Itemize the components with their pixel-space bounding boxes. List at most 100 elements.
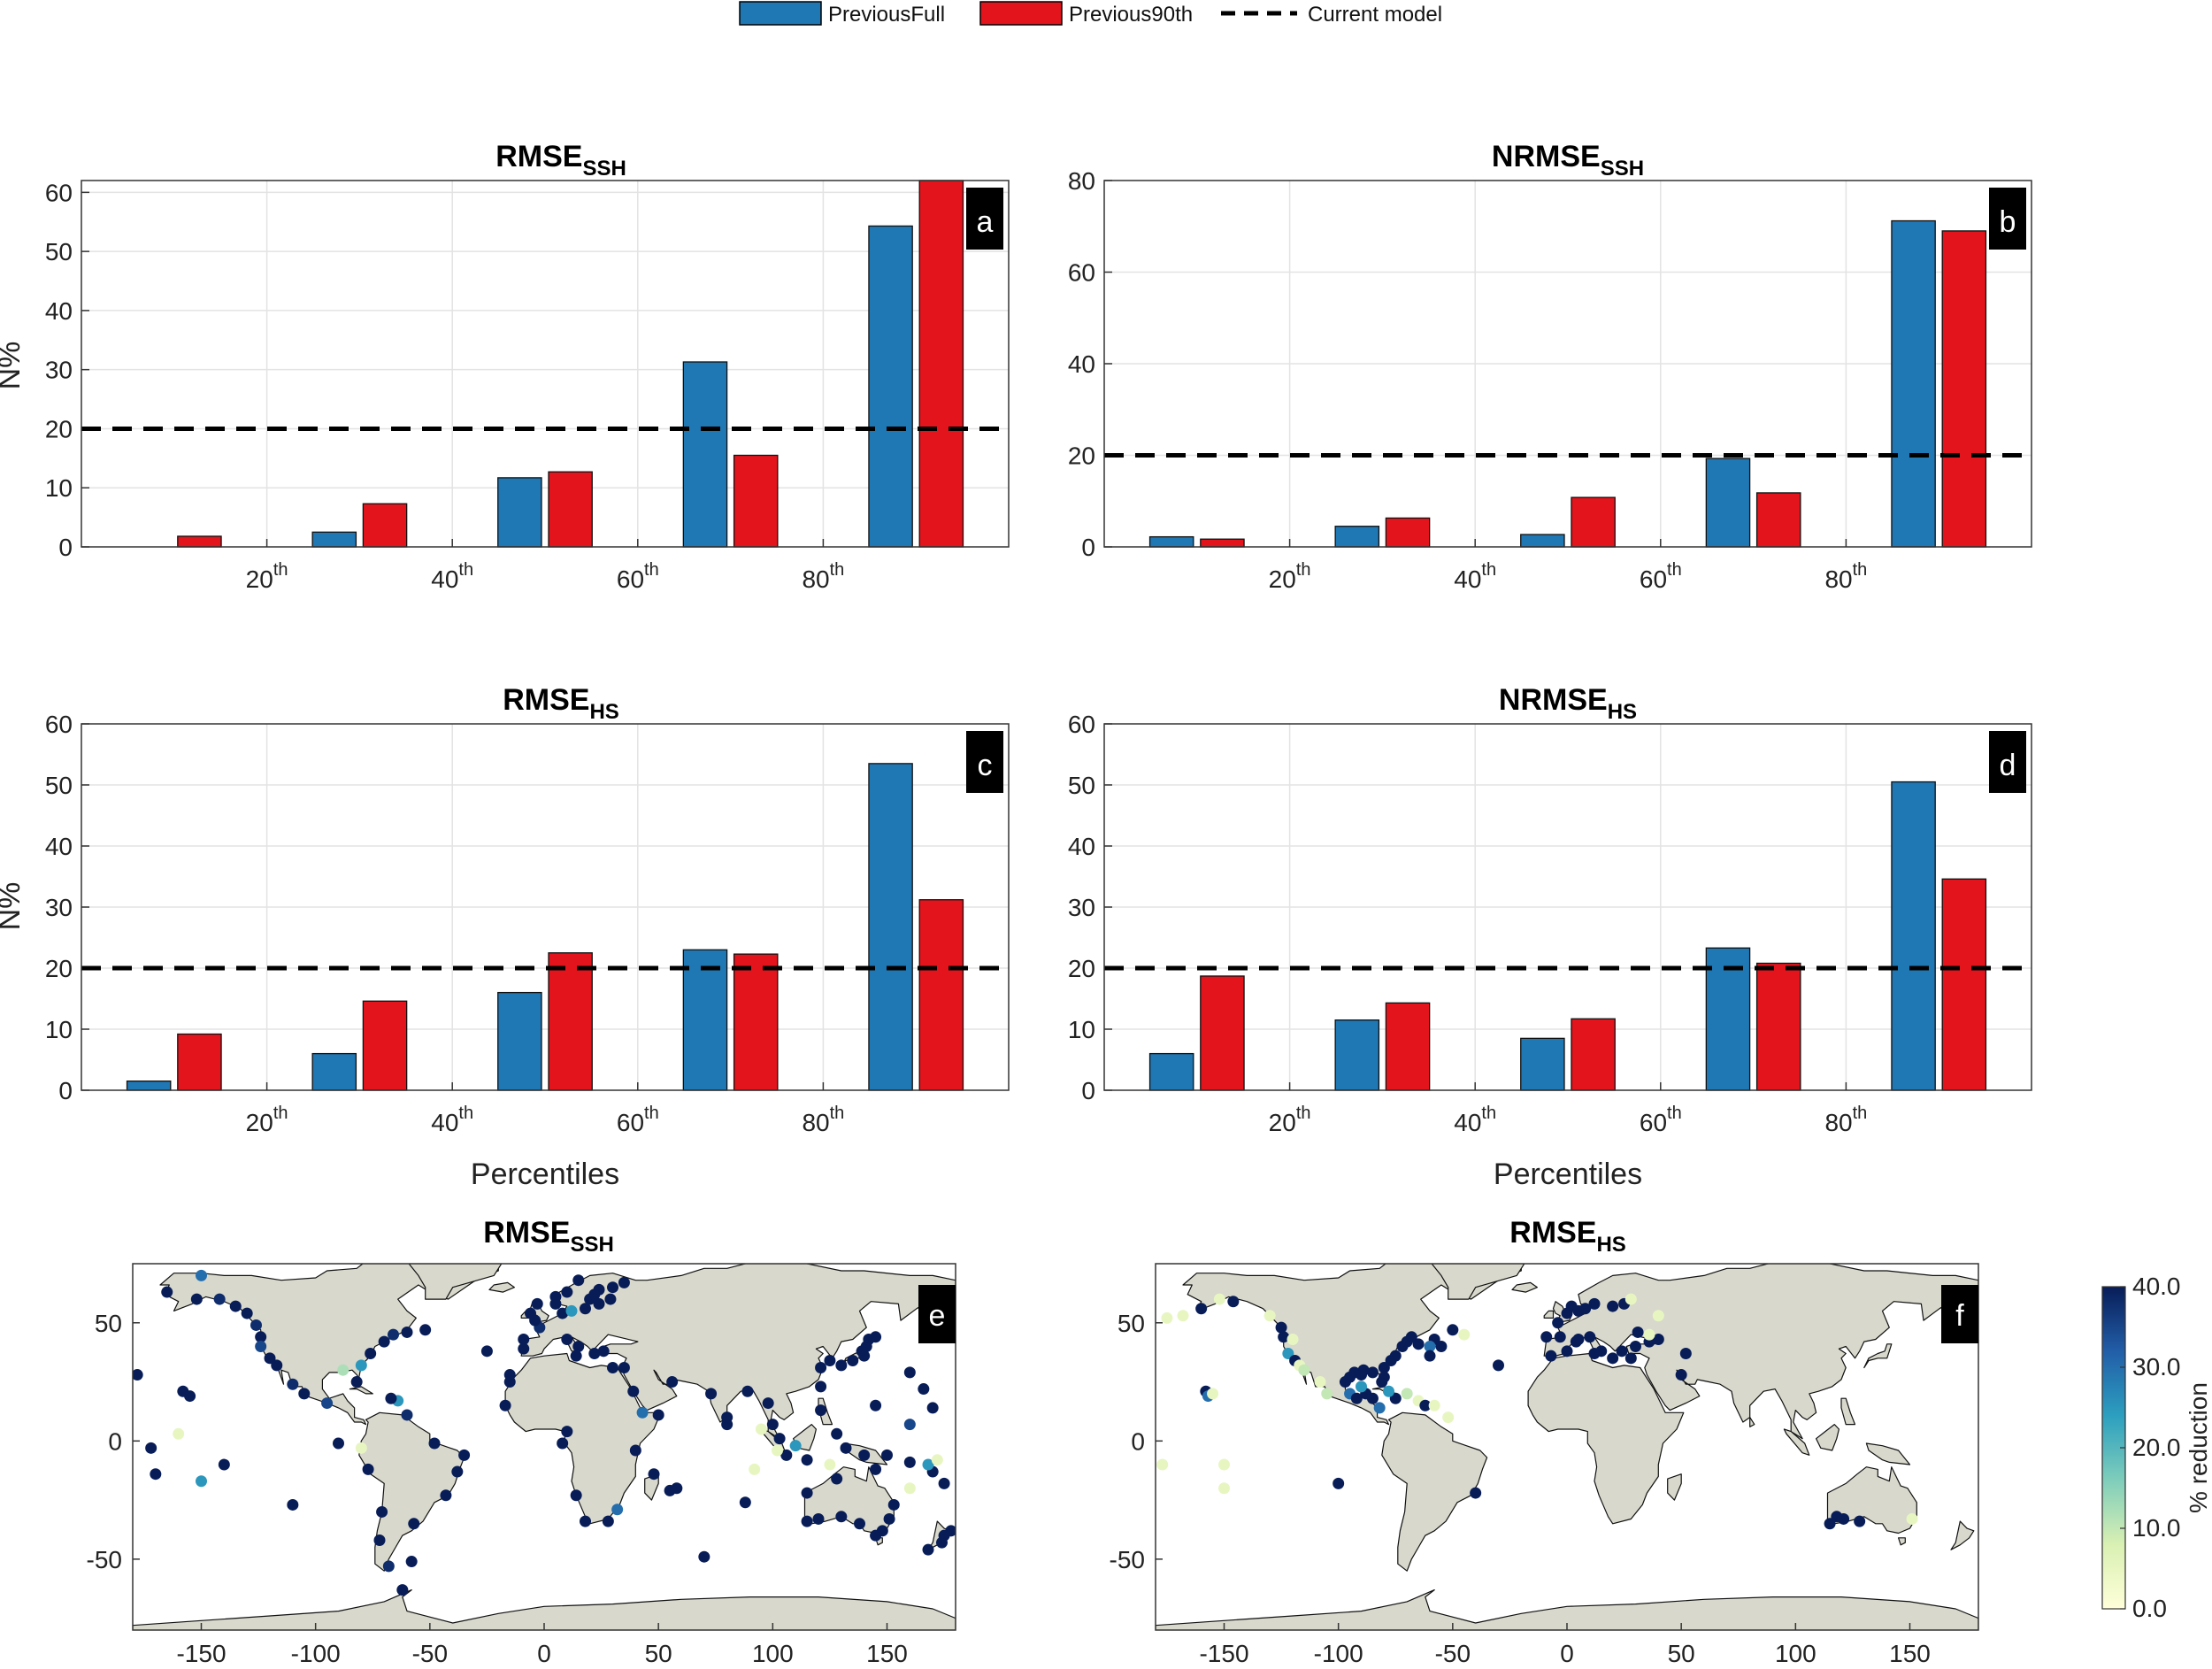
panel-b-frame	[1103, 180, 2032, 548]
panel-a-rmse-ssh: RMSESSH N% 0 10 20 30 40 50 60 20th 40th 60th 80t…	[0, 140, 1010, 593]
station-point	[1616, 1345, 1628, 1358]
station-point	[1156, 1458, 1169, 1471]
station-point	[1350, 1392, 1363, 1404]
ytick-label: 40	[45, 297, 73, 325]
station-point	[580, 1303, 591, 1315]
station-point	[926, 1402, 939, 1414]
station-point	[570, 1489, 582, 1502]
bar-previousfull-40-60	[497, 477, 542, 548]
colorbar-tick-label: 30.0	[2132, 1353, 2181, 1381]
map-ytick-label: 0	[1131, 1427, 1145, 1455]
station-point	[1263, 1310, 1276, 1322]
station-point	[1584, 1331, 1596, 1343]
station-point	[593, 1297, 605, 1310]
station-point	[365, 1347, 377, 1359]
panel-f-title: RMSEHS	[1509, 1216, 1626, 1257]
panel-e-points	[133, 1269, 956, 1596]
station-point	[588, 1288, 601, 1301]
land-new-zealand	[1950, 1520, 1975, 1550]
panel-b-bars	[1148, 219, 1987, 548]
map-xtick-label: 100	[752, 1640, 794, 1667]
station-point	[213, 1293, 226, 1305]
station-point	[378, 1335, 390, 1348]
bar-previousfull-80-100	[1891, 219, 1936, 548]
station-point	[1314, 1376, 1326, 1388]
station-point	[229, 1300, 242, 1312]
panel-b-grid	[1104, 181, 2032, 547]
ytick-label: 30	[45, 894, 73, 921]
station-point	[264, 1352, 276, 1365]
station-point	[362, 1463, 374, 1475]
station-point	[607, 1281, 618, 1294]
station-point	[1378, 1371, 1390, 1383]
panel-c-xlabel: Percentiles	[471, 1158, 619, 1191]
station-point	[1366, 1366, 1379, 1379]
panel-b-badge-letter: b	[2000, 205, 2016, 239]
station-point	[1424, 1340, 1436, 1352]
panel-c-badge: c	[966, 731, 1003, 793]
land-africa	[1527, 1352, 1685, 1525]
ytick-label: 60	[1068, 259, 1095, 287]
panel-a-yticks: 0 10 20 30 40 50 60	[45, 179, 89, 561]
map-xtick-label: 150	[1889, 1640, 1931, 1667]
land-greenland	[1431, 1264, 1525, 1300]
map-xtick-label: 50	[645, 1640, 672, 1667]
station-point	[938, 1477, 950, 1489]
colorbar-ticks: 0.0 10.0 20.0 30.0 40.0	[2120, 1273, 2181, 1622]
station-point	[922, 1543, 934, 1556]
station-point	[903, 1419, 916, 1431]
bar-previous90th-60-80	[733, 953, 779, 1091]
station-point	[705, 1388, 718, 1400]
station-point	[835, 1511, 848, 1523]
land-greenland	[408, 1264, 503, 1300]
station-point	[1383, 1385, 1394, 1397]
station-point	[1419, 1399, 1432, 1411]
ytick-label: 30	[1068, 894, 1095, 921]
panel-a-bars	[177, 180, 964, 548]
station-point	[936, 1536, 948, 1549]
panel-d-xlabel: Percentiles	[1494, 1158, 1642, 1191]
map-xtick-label: 100	[1775, 1640, 1816, 1667]
xtick-label: 40th	[1454, 1104, 1496, 1136]
bar-previousfull-20-40	[311, 1052, 357, 1091]
xtick-label: 20th	[246, 1104, 288, 1136]
xtick-label: 80th	[802, 1104, 844, 1136]
bar-previousfull-0-20	[1148, 535, 1194, 548]
xtick-label: 80th	[1824, 1104, 1867, 1136]
panel-a-frame	[81, 180, 1010, 548]
bar-previous90th-20-40	[362, 1000, 408, 1091]
panel-e-frame	[132, 1263, 956, 1631]
station-point	[499, 1399, 511, 1411]
bar-previous90th-40-60	[1571, 1018, 1616, 1091]
panel-d-xticks: 20th 40th 60th 80th	[1269, 1082, 1867, 1136]
station-point	[1378, 1362, 1390, 1374]
bar-previousfull-40-60	[497, 991, 542, 1091]
colorbar-tick-label: 20.0	[2132, 1434, 2181, 1461]
bar-previous90th-60-80	[733, 454, 779, 548]
bar-previousfull-60-80	[1705, 458, 1751, 548]
colorbar-tick-label: 10.0	[2132, 1514, 2181, 1542]
legend-label-previous90th: Previous90th	[1069, 3, 1193, 27]
bar-previous90th-60-80	[1755, 962, 1801, 1091]
station-point	[1177, 1310, 1189, 1322]
station-point	[388, 1328, 399, 1341]
station-point	[1854, 1515, 1866, 1527]
panel-c-rmse-hs: RMSEHS N% 0 10 20 30 40 50 60 20th 40th 60th 80th…	[0, 683, 1010, 1191]
station-point	[648, 1468, 660, 1481]
ytick-label: 20	[45, 955, 73, 982]
map-ytick-label: -50	[87, 1546, 122, 1573]
land-sumatra	[1783, 1428, 1810, 1456]
station-point	[184, 1390, 196, 1403]
station-point	[218, 1458, 230, 1471]
station-point	[1607, 1352, 1619, 1365]
land-borneo	[1816, 1423, 1839, 1451]
station-point	[561, 1333, 573, 1345]
station-point	[1630, 1340, 1641, 1352]
station-point	[749, 1463, 761, 1475]
station-point	[1458, 1328, 1471, 1341]
bar-previousfull-20-40	[1334, 1019, 1380, 1091]
station-point	[1607, 1300, 1619, 1312]
station-point	[835, 1359, 848, 1372]
station-point	[250, 1319, 262, 1331]
map-xtick-label: 0	[537, 1640, 551, 1667]
